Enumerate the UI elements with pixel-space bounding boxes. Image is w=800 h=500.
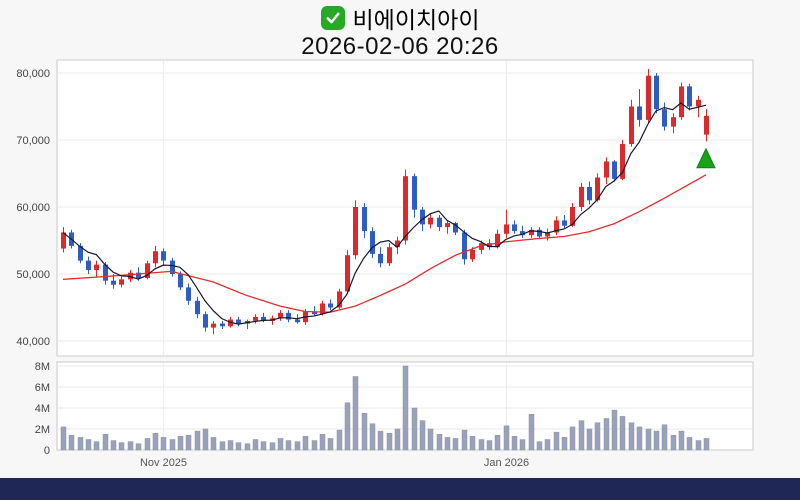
svg-text:0: 0 [44, 445, 50, 457]
svg-text:70,000: 70,000 [16, 135, 50, 147]
bottom-taskbar [0, 478, 800, 500]
svg-text:8M: 8M [35, 361, 50, 373]
price-volume-chart: 40,000 50,000 60,000 70,000 80,000 0 2M 4M 6M 8M N… [16, 59, 754, 469]
buy-signal-marker [696, 147, 716, 169]
candlesticks [61, 68, 709, 335]
checked-checkbox-icon[interactable] [320, 6, 345, 30]
svg-text:60,000: 60,000 [16, 202, 50, 214]
svg-text:40,000: 40,000 [16, 336, 50, 348]
svg-text:4M: 4M [35, 403, 50, 415]
svg-text:2M: 2M [35, 424, 50, 436]
svg-text:Nov 2025: Nov 2025 [140, 457, 187, 469]
checkmark-icon [325, 12, 340, 24]
svg-text:80,000: 80,000 [16, 68, 50, 80]
svg-text:Jan 2026: Jan 2026 [484, 457, 529, 469]
svg-text:50,000: 50,000 [16, 269, 50, 281]
ma-long-line [62, 174, 707, 313]
title-row: 비에이치아이 [0, 4, 800, 33]
svg-text:6M: 6M [35, 382, 50, 394]
ma-short-line [62, 102, 707, 325]
chart-datetime: 2026-02-06 20:26 [301, 33, 499, 60]
chart-header: 비에이치아이 2026-02-06 20:26 [0, 4, 800, 61]
axis-labels: 40,000 50,000 60,000 70,000 80,000 0 2M 4M 6M 8M N… [16, 68, 529, 469]
volume-bars [60, 365, 710, 451]
stock-name: 비에이치아이 [352, 7, 480, 33]
